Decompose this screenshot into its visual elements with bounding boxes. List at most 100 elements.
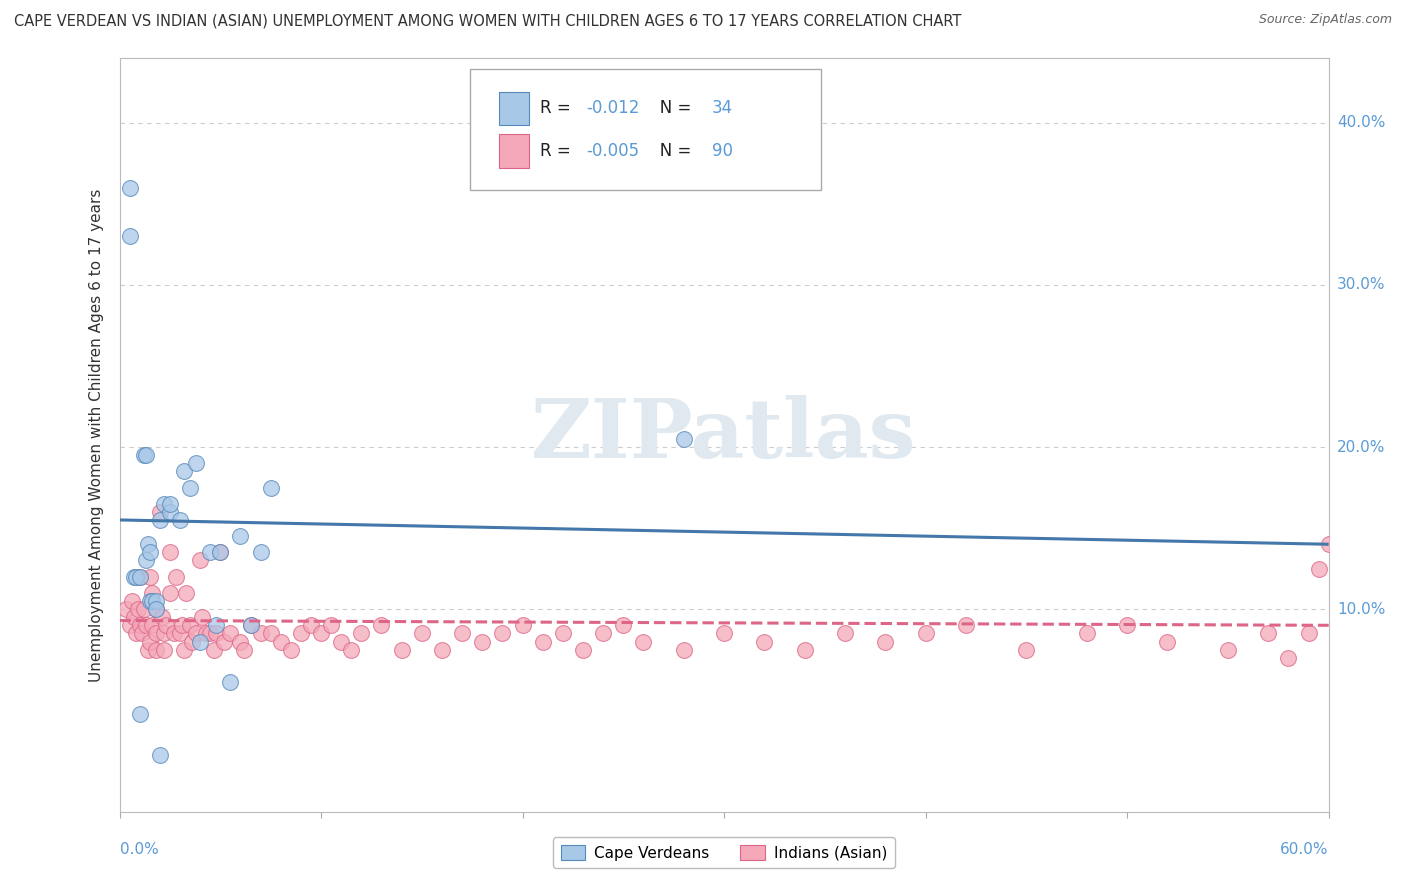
Point <box>159 505 181 519</box>
Point <box>1076 626 1098 640</box>
Point <box>793 642 815 657</box>
Text: -0.005: -0.005 <box>586 142 640 160</box>
Point <box>229 529 252 543</box>
Point <box>451 626 474 640</box>
Point <box>1015 642 1038 657</box>
Point <box>159 497 181 511</box>
Point <box>914 626 936 640</box>
Point <box>330 634 353 648</box>
Point <box>239 618 262 632</box>
Point <box>672 432 695 446</box>
Text: 90: 90 <box>711 142 733 160</box>
Point <box>340 642 363 657</box>
Point <box>128 618 150 632</box>
Point <box>430 642 453 657</box>
Point <box>209 545 232 559</box>
Point <box>159 545 181 559</box>
Point <box>153 497 176 511</box>
Point <box>411 626 433 640</box>
Point <box>188 634 211 648</box>
Point <box>138 570 162 584</box>
Point <box>350 626 373 640</box>
Point <box>179 618 201 632</box>
Point <box>955 618 977 632</box>
Text: 10.0%: 10.0% <box>1337 601 1385 616</box>
Point <box>1298 626 1320 640</box>
Point <box>159 586 181 600</box>
Point <box>128 707 150 722</box>
Point <box>131 626 153 640</box>
Point <box>219 626 242 640</box>
Point <box>165 570 187 584</box>
Point <box>1156 634 1178 648</box>
Point <box>188 553 211 567</box>
Point <box>145 594 167 608</box>
Point <box>1277 650 1299 665</box>
Point <box>200 626 222 640</box>
Point <box>121 594 143 608</box>
Point <box>551 626 574 640</box>
FancyBboxPatch shape <box>499 134 530 168</box>
Point <box>145 642 167 657</box>
Text: R =: R = <box>540 100 582 118</box>
Text: R =: R = <box>540 142 582 160</box>
Point <box>145 626 167 640</box>
Point <box>174 586 197 600</box>
Point <box>229 634 252 648</box>
Point <box>290 626 312 640</box>
Point <box>612 618 634 632</box>
Point <box>118 180 141 194</box>
Point <box>150 610 173 624</box>
Legend: Cape Verdeans, Indians (Asian): Cape Verdeans, Indians (Asian) <box>553 837 896 868</box>
Point <box>173 642 195 657</box>
Point <box>191 610 214 624</box>
Point <box>1216 642 1239 657</box>
Text: 0.0%: 0.0% <box>120 842 159 857</box>
Point <box>122 570 145 584</box>
Point <box>128 570 150 584</box>
Text: 60.0%: 60.0% <box>1281 842 1329 857</box>
Point <box>205 618 228 632</box>
Point <box>249 626 271 640</box>
Point <box>321 618 343 632</box>
Point <box>184 626 207 640</box>
Point <box>672 642 695 657</box>
Point <box>138 594 162 608</box>
Point <box>834 626 856 640</box>
Point <box>299 618 322 632</box>
Point <box>173 464 195 478</box>
Text: -0.012: -0.012 <box>586 100 640 118</box>
Point <box>163 626 186 640</box>
Point <box>270 634 292 648</box>
Point <box>149 505 172 519</box>
Point <box>149 513 172 527</box>
Text: 34: 34 <box>711 100 733 118</box>
Point <box>169 626 191 640</box>
Point <box>1116 618 1139 632</box>
Point <box>124 570 146 584</box>
Point <box>239 618 262 632</box>
Point <box>145 602 167 616</box>
Point <box>202 642 225 657</box>
Point <box>531 634 554 648</box>
Point <box>1308 561 1330 575</box>
Point <box>1317 537 1340 551</box>
Point <box>512 618 534 632</box>
Point <box>132 448 155 462</box>
Point <box>135 618 157 632</box>
Y-axis label: Unemployment Among Women with Children Ages 6 to 17 years: Unemployment Among Women with Children A… <box>89 188 104 681</box>
Point <box>633 634 655 648</box>
Point <box>122 610 145 624</box>
Point <box>259 626 281 640</box>
Text: 40.0%: 40.0% <box>1337 115 1385 130</box>
Point <box>754 634 776 648</box>
Point <box>149 747 172 762</box>
Point <box>141 594 163 608</box>
Point <box>209 545 232 559</box>
Text: ZIPatlas: ZIPatlas <box>531 395 917 475</box>
Point <box>391 642 413 657</box>
Point <box>572 642 595 657</box>
Point <box>205 626 228 640</box>
Point <box>592 626 614 640</box>
Point <box>136 537 159 551</box>
